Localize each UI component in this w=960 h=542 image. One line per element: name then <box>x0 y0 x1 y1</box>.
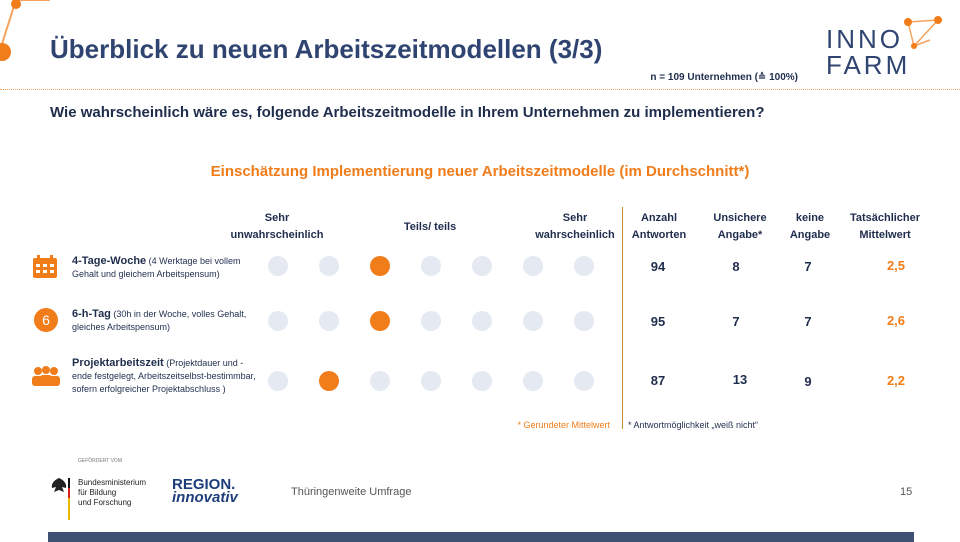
scale-point <box>421 311 441 331</box>
row-title: 6-h-Tag <box>72 308 111 320</box>
col-none-line2: Angabe <box>789 229 831 241</box>
scale-point <box>574 256 594 276</box>
col-answers-line2: Antworten <box>631 229 687 241</box>
column-divider <box>622 207 623 429</box>
scale-point <box>574 371 594 391</box>
footnote-unsure: * Antwortmöglichkeit „weiß nicht“ <box>628 420 759 430</box>
scale-point <box>268 256 288 276</box>
col-mean-line1: Tatsächlicher <box>849 212 921 224</box>
scale-point-selected <box>370 256 390 276</box>
col-none-line1: keine <box>795 212 825 224</box>
scale-point <box>523 311 543 331</box>
scale-point <box>319 311 339 331</box>
scale-point-selected <box>370 311 390 331</box>
col-mean: Tatsächlicher Mittelwert <box>840 210 930 244</box>
mean-value: 2,5 <box>886 258 906 273</box>
network-decoration-icon <box>0 0 50 61</box>
logo-line-2: FARM <box>826 50 911 80</box>
scale-point <box>268 371 288 391</box>
mean-value: 2,2 <box>886 373 906 388</box>
col-unsure-line1: Unsichere <box>713 212 767 224</box>
scale-point <box>472 256 492 276</box>
unsure-count: 7 <box>732 314 740 329</box>
none-count: 7 <box>804 314 812 329</box>
scale-point-selected <box>319 371 339 391</box>
answers-count: 94 <box>650 259 666 274</box>
row-detail: (4 Werktage bei vollem Gehalt und gleich… <box>72 256 241 279</box>
region-line2: innovativ <box>172 489 238 506</box>
col-answers-line1: Anzahl <box>640 212 678 224</box>
row-label-project-time: Projektarbeitszeit (Projektdauer und -en… <box>72 357 262 396</box>
col-partly: Teils/ teils <box>403 221 457 233</box>
logo-network-icon <box>904 16 942 49</box>
logo-line-1: INNO <box>826 24 903 54</box>
row-detail: (Projektdauer und -ende festgelegt, Arbe… <box>72 358 256 394</box>
col-unsure-line2: Angabe* <box>717 229 763 241</box>
survey-question: Wie wahrscheinlich wäre es, folgende Arb… <box>50 104 765 121</box>
scale-point <box>523 256 543 276</box>
col-very-unlikely-line1: Sehr <box>264 212 290 224</box>
scale-point <box>472 311 492 331</box>
footer-bar <box>48 532 914 542</box>
chart-subtitle: Einschätzung Implementierung neuer Arbei… <box>210 163 750 180</box>
page-title: Überblick zu neuen Arbeitszeitmodellen (… <box>50 34 603 64</box>
col-mean-line2: Mittelwert <box>859 229 911 241</box>
calendar-icon <box>33 255 57 278</box>
col-very-likely-line1: Sehr <box>562 212 588 224</box>
scale-point <box>421 256 441 276</box>
region-line1: REGION. <box>172 476 236 493</box>
federal-eagle-icon <box>51 478 70 520</box>
bmbf-line2: für Bildung <box>78 488 117 497</box>
scale-point <box>319 256 339 276</box>
bmbf-logo-text: Bundesministerium für Bildung und Forsch… <box>78 478 146 508</box>
col-very-unlikely-line2: unwahrscheinlich <box>230 229 324 241</box>
scale-point <box>574 311 594 331</box>
scale-point <box>472 371 492 391</box>
region-innovativ-logo: REGION. innovativ <box>172 476 238 506</box>
row-detail: (30h in der Woche, volles Gehalt, gleich… <box>72 309 247 332</box>
scale-point <box>268 311 288 331</box>
none-count: 9 <box>804 374 812 389</box>
answers-count: 95 <box>650 314 666 329</box>
bmbf-line1: Bundesministerium <box>78 478 147 487</box>
sample-size-note: n = 109 Unternehmen (≙ 100%) <box>650 72 798 83</box>
funded-by-label: GEFÖRDERT VOM <box>78 458 122 464</box>
row-label-6-hour-day: 6-h-Tag (30h in der Woche, volles Gehalt… <box>72 308 262 334</box>
survey-footer-label: Thüringenweite Umfrage <box>291 486 412 498</box>
col-very-likely-line2: wahrscheinlich <box>535 229 615 241</box>
col-none: keine Angabe <box>780 210 840 244</box>
col-answers: Anzahl Antworten <box>624 210 694 244</box>
mean-value: 2,6 <box>886 313 906 328</box>
unsure-count: 8 <box>732 259 740 274</box>
row-title: 4-Tage-Woche <box>72 255 147 267</box>
number-six-icon: 6 <box>34 308 58 332</box>
row-label-4-day-week: 4-Tage-Woche (4 Werktage bei vollem Geha… <box>72 255 262 281</box>
answers-count: 87 <box>650 373 666 388</box>
group-icon <box>32 366 60 386</box>
scale-point <box>523 371 543 391</box>
scale-point <box>421 371 441 391</box>
col-very-unlikely: Sehr unwahrscheinlich <box>212 210 342 244</box>
unsure-count: 13 <box>732 372 748 387</box>
footnote-rounded-mean: * Gerundeter Mittelwert <box>517 420 610 430</box>
col-very-likely: Sehr wahrscheinlich <box>520 210 630 244</box>
page-number: 15 <box>900 486 913 498</box>
row-title: Projektarbeitszeit <box>72 357 164 369</box>
header-divider <box>0 89 960 90</box>
scale-point <box>370 371 390 391</box>
col-unsure: Unsichere Angabe* <box>702 210 778 244</box>
none-count: 7 <box>804 259 812 274</box>
bmbf-line3: und Forschung <box>78 498 132 507</box>
innofarm-logo: INNO FARM <box>826 26 910 78</box>
